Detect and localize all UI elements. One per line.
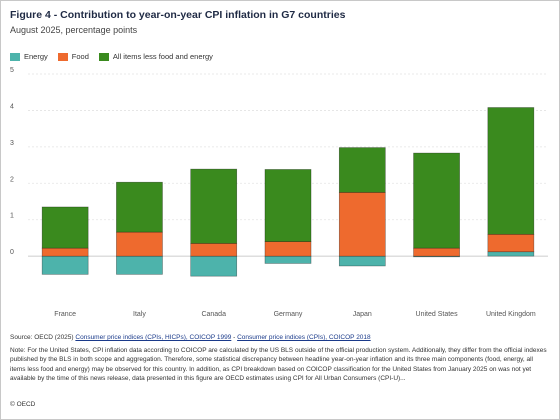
chart-legend: Energy Food All items less food and ener… — [10, 52, 213, 61]
bar-united-kingdom-energy[interactable] — [487, 251, 535, 257]
bar-germany-core[interactable] — [264, 169, 312, 242]
bar-germany-food[interactable] — [264, 241, 312, 257]
source-prefix: Source: OECD (2025) — [10, 334, 76, 341]
source-link-coicop-1999[interactable]: Consumer price indices (CPIs, HICPs), CO… — [75, 334, 232, 341]
bar-france-core[interactable] — [41, 206, 89, 249]
x-tick-label: Canada — [201, 311, 226, 318]
x-tick-label: Germany — [274, 311, 303, 318]
bar-canada-energy[interactable] — [190, 255, 238, 277]
legend-label-core: All items less food and energy — [112, 52, 213, 61]
bar-italy-energy[interactable] — [116, 255, 163, 275]
legend-label-food: Food — [71, 52, 89, 61]
y-tick-label: 5 — [10, 67, 14, 74]
y-axis-ticks: 0 1 2 3 4 5 — [10, 67, 14, 256]
bar-japan-food[interactable] — [338, 192, 386, 257]
bar-united-kingdom-core[interactable] — [487, 107, 535, 235]
x-tick-label: Japan — [353, 311, 372, 318]
bar-canada-core[interactable] — [190, 168, 238, 244]
bar-united-states-food[interactable] — [413, 247, 460, 257]
bar-japan-energy[interactable] — [338, 255, 386, 267]
legend-swatch-food — [57, 52, 68, 61]
x-tick-label: United States — [416, 311, 459, 318]
chart-note: Note: For the United States, CPI inflati… — [10, 347, 547, 383]
source-line: Source: OECD (2025) Consumer price indic… — [10, 334, 371, 341]
bar-italy-food[interactable] — [116, 231, 163, 257]
chart-title: Figure 4 - Contribution to year-on-year … — [10, 9, 346, 21]
y-tick-label: 0 — [10, 249, 14, 256]
legend-swatch-core — [98, 52, 109, 61]
copyright: © OECD — [10, 401, 36, 408]
y-tick-label: 2 — [10, 176, 14, 183]
bar-italy-core[interactable] — [116, 181, 163, 233]
bar-japan-core[interactable] — [338, 147, 386, 193]
legend-item-energy[interactable]: Energy — [10, 52, 48, 61]
bar-united-states-core[interactable] — [413, 152, 460, 249]
bar-germany-energy[interactable] — [264, 255, 312, 264]
x-tick-label: United Kingdom — [486, 311, 536, 318]
legend-label-energy: Energy — [24, 52, 48, 61]
legend-item-core[interactable]: All items less food and energy — [98, 52, 213, 61]
source-separator: - — [231, 334, 238, 341]
y-tick-label: 4 — [10, 103, 14, 110]
y-tick-label: 1 — [10, 213, 14, 220]
bar-france-food[interactable] — [41, 247, 89, 257]
legend-swatch-energy — [10, 52, 20, 61]
stacked-bar-chart: 0 1 2 3 4 5 France Italy Canada Germany Japan Unit… — [10, 67, 548, 318]
bar-canada-food[interactable] — [190, 243, 238, 257]
y-tick-label: 3 — [10, 140, 14, 147]
chart-bars — [41, 107, 535, 277]
x-tick-label: Italy — [133, 311, 146, 318]
legend-item-food[interactable]: Food — [57, 52, 89, 61]
bar-france-energy[interactable] — [41, 255, 89, 275]
chart-subtitle: August 2025, percentage points — [10, 25, 138, 35]
source-link-coicop-2018[interactable]: Consumer price indices (CPIs), COICOP 20… — [237, 334, 371, 341]
x-axis-ticks: France Italy Canada Germany Japan United Stat… — [54, 311, 536, 318]
bar-united-kingdom-food[interactable] — [487, 233, 535, 253]
x-tick-label: France — [54, 311, 76, 318]
